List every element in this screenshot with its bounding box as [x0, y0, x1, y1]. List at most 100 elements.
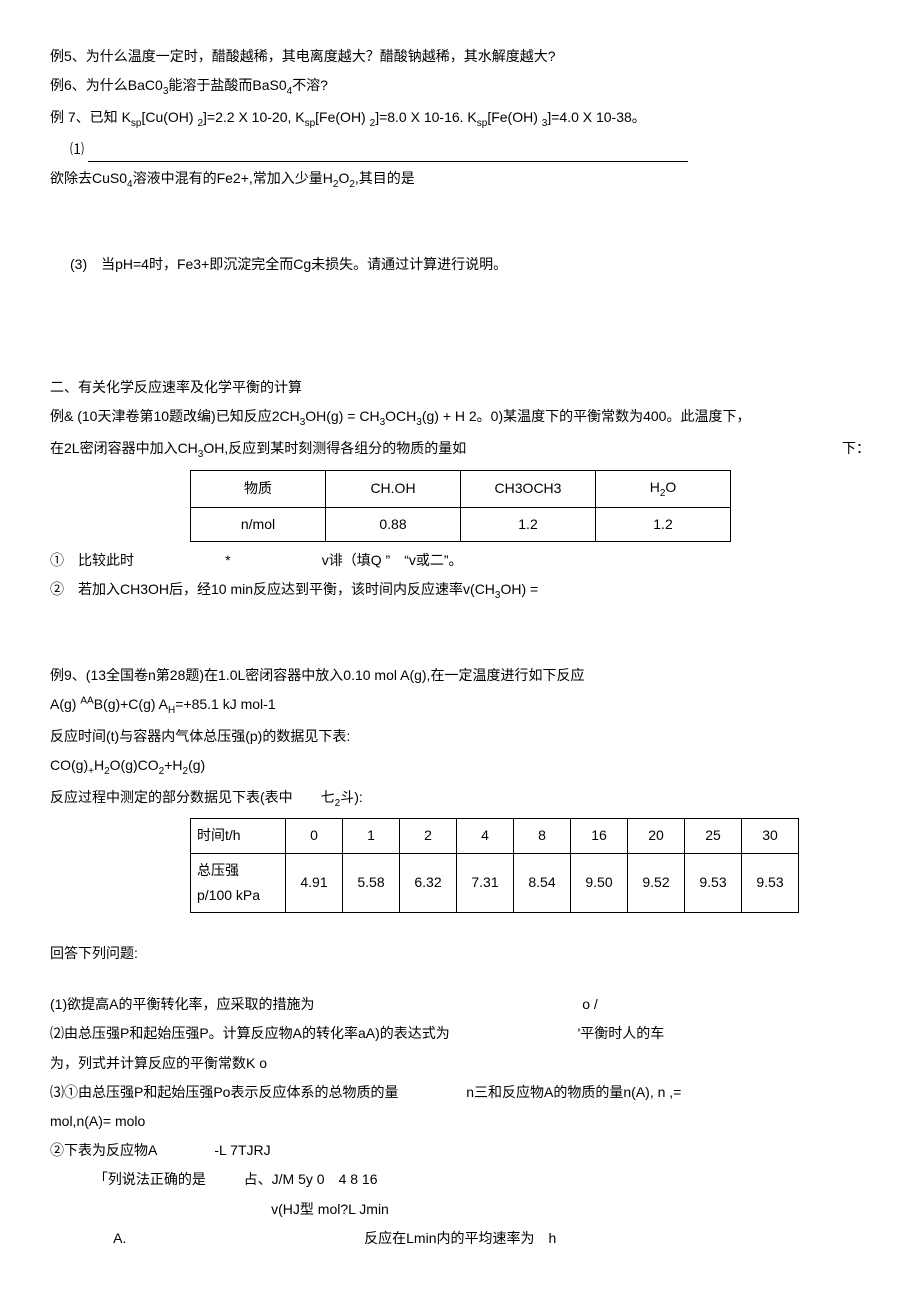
text: OH) = — [500, 581, 538, 597]
text: OH,反应到某时刻测得各组分的物质的量如 — [203, 440, 466, 456]
section-2-title: 二、有关化学反应速率及化学平衡的计算 — [50, 375, 870, 400]
cell: 9.53 — [685, 853, 742, 912]
text: -L 7TJRJ — [214, 1142, 270, 1158]
text: ⑵由总压强P和起始压强P。计算反应物A的转化率aA)的表达式为 — [50, 1025, 450, 1041]
example-9-l2: 反应时间(t)与容器内气体总压强(p)的数据见下表: — [50, 724, 870, 749]
cell: CH.OH — [326, 470, 461, 507]
cell: 9.53 — [742, 853, 799, 912]
star: * — [138, 548, 318, 573]
text: ,其目的是 — [355, 170, 415, 186]
example-9-eq: A(g) AAB(g)+C(g) AH=+85.1 kJ mol-1 — [50, 692, 870, 720]
answer-header: 回答下列问题: — [50, 941, 870, 966]
text: ⑶①由总压强P和起始压强Po表示反应体系的总物质的量 — [50, 1084, 398, 1100]
text: O — [338, 170, 349, 186]
table-row: 总压强p/100 kPa 4.91 5.58 6.32 7.31 8.54 9.… — [191, 853, 799, 912]
pressure-table: 时间t/h 0 1 2 4 8 16 20 25 30 总压强p/100 kPa… — [190, 818, 799, 913]
paren-1: ⑴ — [70, 141, 84, 157]
q1: (1)欲提高A的平衡转化率，应采取的措施为 o / — [50, 992, 870, 1017]
cell: 0 — [286, 819, 343, 853]
text: OH(g) = CH — [305, 408, 379, 424]
text: H — [94, 757, 104, 773]
text: 反应在Lmin内的平均速率为 h — [364, 1230, 556, 1246]
species-table: 物质 CH.OH CH3OCH3 H2O n/mol 0.88 1.2 1.2 — [190, 470, 731, 542]
cell: 总压强p/100 kPa — [191, 853, 286, 912]
text: OCH — [385, 408, 416, 424]
cell: 9.50 — [571, 853, 628, 912]
cell: 16 — [571, 819, 628, 853]
text: 在2L密闭容器中加入CH — [50, 440, 198, 456]
blank-line — [88, 144, 688, 162]
text: 斗): — [340, 789, 363, 805]
q2-line2: 为，列式并计算反应的平衡常数K o — [50, 1051, 870, 1076]
text: [Fe(OH) — [315, 109, 369, 125]
example-9-l3: CO(g)+H2O(g)CO2+H2(g) — [50, 753, 870, 781]
q7: A. 反应在Lmin内的平均速率为 h — [50, 1226, 870, 1251]
text: 反应过程中测定的部分数据见下表(表中 七 — [50, 789, 335, 805]
cell: 6.32 — [400, 853, 457, 912]
cell: 5.58 — [343, 853, 400, 912]
text: 例6、为什么BaC0 — [50, 77, 163, 93]
q6: v(HJ型 mol?L Jmin — [50, 1197, 870, 1222]
cell: 4 — [457, 819, 514, 853]
q3-line2: mol,n(A)= molo — [50, 1109, 870, 1134]
table-row: 物质 CH.OH CH3OCH3 H2O — [191, 470, 731, 507]
text: =+85.1 kJ mol-1 — [175, 696, 275, 712]
cell: CH3OCH3 — [461, 470, 596, 507]
q4: ②下表为反应物A -L 7TJRJ — [50, 1138, 870, 1163]
table-row: 时间t/h 0 1 2 4 8 16 20 25 30 — [191, 819, 799, 853]
text: o / — [582, 996, 598, 1012]
text: O(g)CO — [110, 757, 159, 773]
text: '平衡时人的车 — [578, 1025, 665, 1041]
example-9: 例9、(13全国卷n第28题)在1.0L密闭容器中放入0.10 mol A(g)… — [50, 663, 870, 688]
cell: 20 — [628, 819, 685, 853]
cell: 物质 — [191, 470, 326, 507]
cell: 1 — [343, 819, 400, 853]
cell: 4.91 — [286, 853, 343, 912]
text: 占、J/M 5y 0 4 8 16 — [244, 1171, 378, 1187]
text: v(HJ型 mol?L Jmin — [271, 1201, 389, 1217]
example-9-l4: 反应过程中测定的部分数据见下表(表中 七2斗): — [50, 785, 870, 813]
circle-2: ② 若加入CH3OH后，经10 min反应达到平衡，该时间内反应速率v(CH3O… — [50, 577, 870, 605]
text: ① 比较此时 — [50, 552, 134, 568]
q2-line1: ⑵由总压强P和起始压强P。计算反应物A的转化率aA)的表达式为 '平衡时人的车 — [50, 1021, 870, 1046]
cell: 8.54 — [514, 853, 571, 912]
text: 例 7、已知 K — [50, 109, 131, 125]
option-a: A. — [113, 1230, 126, 1246]
paren-1-row: ⑴ — [50, 137, 870, 162]
example-6: 例6、为什么BaC03能溶于盐酸而BaS04不溶? — [50, 73, 870, 101]
cell: 25 — [685, 819, 742, 853]
example-8-line2: 在2L密闭容器中加入CH3OH,反应到某时刻测得各组分的物质的量如 下： — [50, 436, 870, 464]
text: (g) + H 2。0)某温度下的平衡常数为400。此温度下， — [422, 408, 751, 424]
cell: 时间t/h — [191, 819, 286, 853]
cell: 1.2 — [596, 507, 731, 541]
text: A(g) — [50, 696, 80, 712]
text: 例& (10天津卷第10题改编)已知反应2CH — [50, 408, 300, 424]
sub-sp: sp — [131, 118, 142, 129]
cell: 2 — [400, 819, 457, 853]
text: +H — [164, 757, 182, 773]
text: [Fe(OH) — [487, 109, 541, 125]
cell: 0.88 — [326, 507, 461, 541]
text: ]=8.0 X 10-16. K — [375, 109, 477, 125]
circle-1: ① 比较此时 * v诽（填Q ” “v或二”。 — [50, 548, 870, 573]
text: B(g)+C(g) A — [94, 696, 168, 712]
remove-fe-line: 欲除去CuS04溶液中混有的Fe2+,常加入少量H2O2,其目的是 — [50, 166, 870, 194]
text: n三和反应物A的物质的量n(A), n ,= — [466, 1084, 681, 1100]
cell: n/mol — [191, 507, 326, 541]
text: ]=4.0 X 10-38。 — [547, 109, 645, 125]
cell: 8 — [514, 819, 571, 853]
cell: 7.31 — [457, 853, 514, 912]
text: 欲除去CuS0 — [50, 170, 127, 186]
cell: 9.52 — [628, 853, 685, 912]
text: 能溶于盐酸而BaS0 — [168, 77, 286, 93]
text: ]=2.2 X 10-20, K — [203, 109, 305, 125]
sub-sp: sp — [305, 118, 316, 129]
text: [Cu(OH) — [141, 109, 197, 125]
text: CO(g) — [50, 757, 88, 773]
example-8-line1: 例& (10天津卷第10题改编)已知反应2CH3OH(g) = CH3OCH3(… — [50, 404, 870, 432]
cell: H2O — [596, 470, 731, 507]
table-row: n/mol 0.88 1.2 1.2 — [191, 507, 731, 541]
text: (1)欲提高A的平衡转化率，应采取的措施为 — [50, 996, 314, 1012]
text-right: 下： — [842, 436, 870, 461]
text: (g) — [188, 757, 205, 773]
